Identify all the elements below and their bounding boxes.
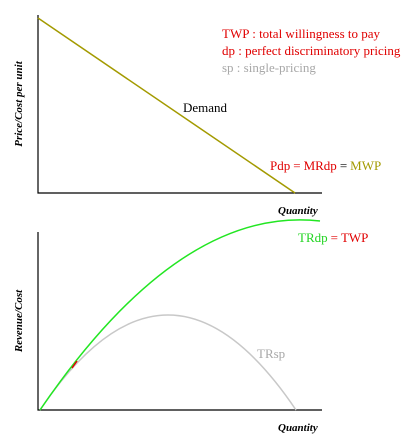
tr-sp-curve [39,314,297,411]
axes [37,15,322,194]
legend-entry: sp : single-pricing [222,60,316,75]
legend-entry: TWP : total willingness to pay [222,26,381,41]
label-part: Pdp [270,158,290,173]
label-part: = TWP [331,230,369,245]
demand-label: Demand [183,100,228,115]
label-part: MWP [350,158,381,173]
x-axis-label: Quantity [278,422,318,434]
label-part: TRdp [298,230,328,245]
bottom-panel: Revenue/Cost Quantity TRdp = TWP TRsp [13,219,368,434]
legend-entry: dp : perfect discriminatory pricing [222,43,401,58]
demand-line [37,17,296,194]
tr-dp-label: TRdp = TWP [298,230,368,245]
y-axis-label: Revenue/Cost [13,289,25,353]
marker [71,360,78,369]
y-axis-label: Price/Cost per unit [13,60,25,147]
label-part: MRdp [304,158,337,173]
line-label: Pdp = MRdp = MWP [270,158,381,173]
label-part: = [293,158,300,173]
label-part: = [340,158,347,173]
top-panel: Price/Cost per unit Quantity TWP : total… [13,15,401,217]
tr-dp-curve [39,219,321,411]
axes [37,232,322,411]
tr-sp-label: TRsp [257,346,285,361]
x-axis-label: Quantity [278,205,318,217]
